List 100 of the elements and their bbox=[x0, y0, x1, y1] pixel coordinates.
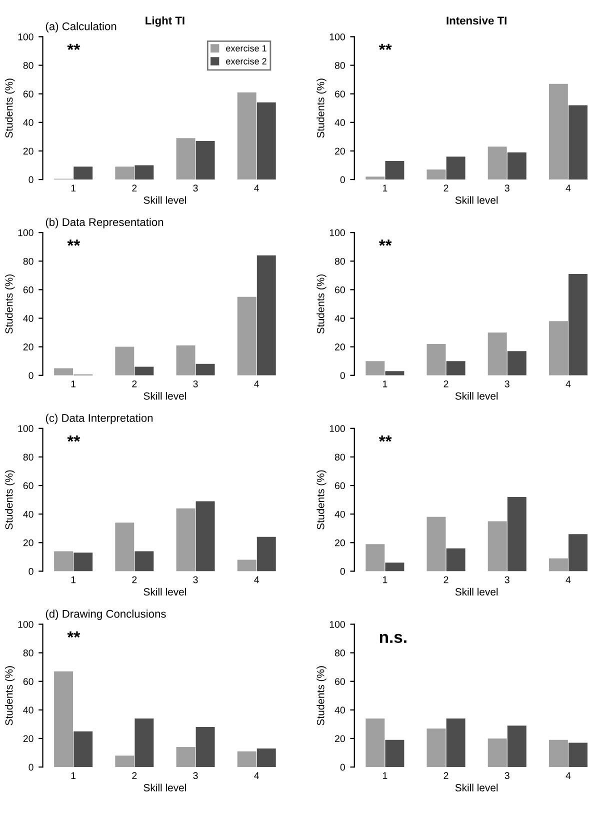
x-tick-label: 1 bbox=[71, 772, 76, 779]
x-tick-label: 2 bbox=[132, 772, 137, 779]
y-tick-label: 60 bbox=[23, 286, 34, 294]
bar bbox=[507, 351, 526, 376]
x-tick-label: 3 bbox=[504, 576, 510, 584]
y-tick-label: 100 bbox=[330, 33, 345, 40]
y-tick-label: 100 bbox=[18, 33, 34, 40]
x-tick-label: 3 bbox=[193, 184, 198, 192]
x-axis-title: Skill level bbox=[144, 588, 186, 596]
y-tick-label: 80 bbox=[23, 258, 34, 265]
bar bbox=[74, 166, 93, 180]
bar bbox=[426, 728, 446, 768]
y-tick-label: 80 bbox=[23, 650, 34, 656]
bar bbox=[568, 105, 588, 180]
x-tick-label: 3 bbox=[504, 772, 510, 780]
bar bbox=[196, 364, 215, 376]
bar bbox=[196, 501, 215, 572]
bar bbox=[196, 727, 215, 768]
x-tick-label: 3 bbox=[193, 576, 198, 584]
bar bbox=[196, 140, 215, 180]
bar bbox=[488, 146, 507, 180]
x-axis-title: Skill level bbox=[455, 784, 498, 792]
y-tick-label: 60 bbox=[335, 286, 345, 294]
y-tick-label: 60 bbox=[335, 90, 345, 98]
bar bbox=[366, 176, 385, 180]
bar bbox=[134, 718, 154, 768]
bar bbox=[256, 748, 276, 768]
y-tick-label: 40 bbox=[23, 706, 34, 714]
y-axis-title: Students (%) bbox=[5, 666, 15, 726]
bar bbox=[134, 551, 154, 572]
bar bbox=[426, 516, 446, 572]
bar bbox=[446, 156, 466, 180]
y-tick-label: 20 bbox=[23, 344, 34, 350]
y-tick-label: 20 bbox=[23, 148, 34, 155]
bar bbox=[134, 366, 154, 376]
y-tick-label: 20 bbox=[23, 735, 34, 742]
bar bbox=[176, 138, 196, 180]
x-tick-label: 2 bbox=[444, 772, 448, 779]
annotation: ** bbox=[378, 240, 392, 246]
bar bbox=[366, 718, 385, 768]
bar bbox=[446, 718, 466, 768]
x-tick-label: 4 bbox=[566, 380, 571, 388]
bar bbox=[74, 552, 93, 572]
x-tick-label: 1 bbox=[382, 184, 388, 192]
x-tick-label: 1 bbox=[382, 772, 388, 779]
y-tick-label: 40 bbox=[334, 706, 345, 714]
bar bbox=[54, 551, 74, 572]
y-tick-label: 20 bbox=[335, 735, 345, 742]
y-tick-label: 20 bbox=[335, 148, 345, 155]
y-tick-label: 60 bbox=[335, 678, 345, 685]
y-tick-label: 100 bbox=[18, 229, 34, 236]
y-tick-label: 20 bbox=[335, 539, 345, 546]
y-tick-label: 80 bbox=[334, 62, 345, 69]
bar bbox=[488, 521, 507, 572]
bar bbox=[366, 361, 385, 376]
x-tick-label: 3 bbox=[504, 380, 510, 388]
annotation: ** bbox=[67, 240, 80, 246]
y-tick-label: 40 bbox=[23, 119, 34, 126]
bar bbox=[237, 296, 256, 376]
x-tick-label: 4 bbox=[254, 184, 260, 192]
bar bbox=[488, 332, 507, 376]
x-tick-label: 3 bbox=[193, 380, 198, 388]
bar bbox=[488, 738, 507, 768]
x-axis-title: Skill level bbox=[455, 392, 498, 400]
bar bbox=[256, 255, 276, 376]
x-tick-label: 1 bbox=[71, 380, 76, 388]
bar bbox=[548, 84, 568, 180]
annotation: ** bbox=[67, 436, 80, 442]
x-tick-label: 2 bbox=[132, 380, 137, 388]
bar bbox=[176, 747, 196, 768]
x-axis-title: Skill level bbox=[455, 196, 498, 204]
x-axis-title: Skill level bbox=[144, 196, 186, 204]
x-tick-label: 2 bbox=[444, 184, 448, 192]
y-tick-label: 0 bbox=[340, 764, 345, 771]
y-axis-title: Students (%) bbox=[5, 274, 15, 334]
annotation: ** bbox=[67, 44, 80, 50]
y-tick-label: 60 bbox=[23, 90, 34, 98]
x-tick-label: 1 bbox=[71, 576, 76, 584]
y-tick-label: 80 bbox=[334, 454, 345, 461]
x-tick-label: 4 bbox=[254, 380, 260, 388]
bar bbox=[568, 742, 588, 768]
y-axis-title: Students (%) bbox=[316, 274, 326, 334]
bar bbox=[426, 170, 446, 180]
x-axis-title: Skill level bbox=[144, 392, 186, 400]
bar bbox=[385, 160, 404, 180]
bar bbox=[256, 102, 276, 180]
bar bbox=[568, 534, 588, 572]
x-tick-label: 2 bbox=[132, 184, 137, 192]
chart-subtitle: Intensive TI bbox=[446, 16, 506, 25]
bar bbox=[426, 344, 446, 376]
x-tick-label: 2 bbox=[444, 380, 448, 388]
y-tick-label: 100 bbox=[330, 229, 345, 236]
annotation: ** bbox=[378, 44, 392, 50]
bar bbox=[74, 731, 93, 768]
chart-title: (a) Calculation bbox=[46, 22, 116, 32]
x-tick-label: 4 bbox=[254, 576, 260, 584]
bar bbox=[54, 671, 74, 768]
x-tick-label: 1 bbox=[382, 380, 388, 388]
y-tick-label: 40 bbox=[23, 314, 34, 322]
legend-label: exercise 1 bbox=[226, 44, 266, 52]
